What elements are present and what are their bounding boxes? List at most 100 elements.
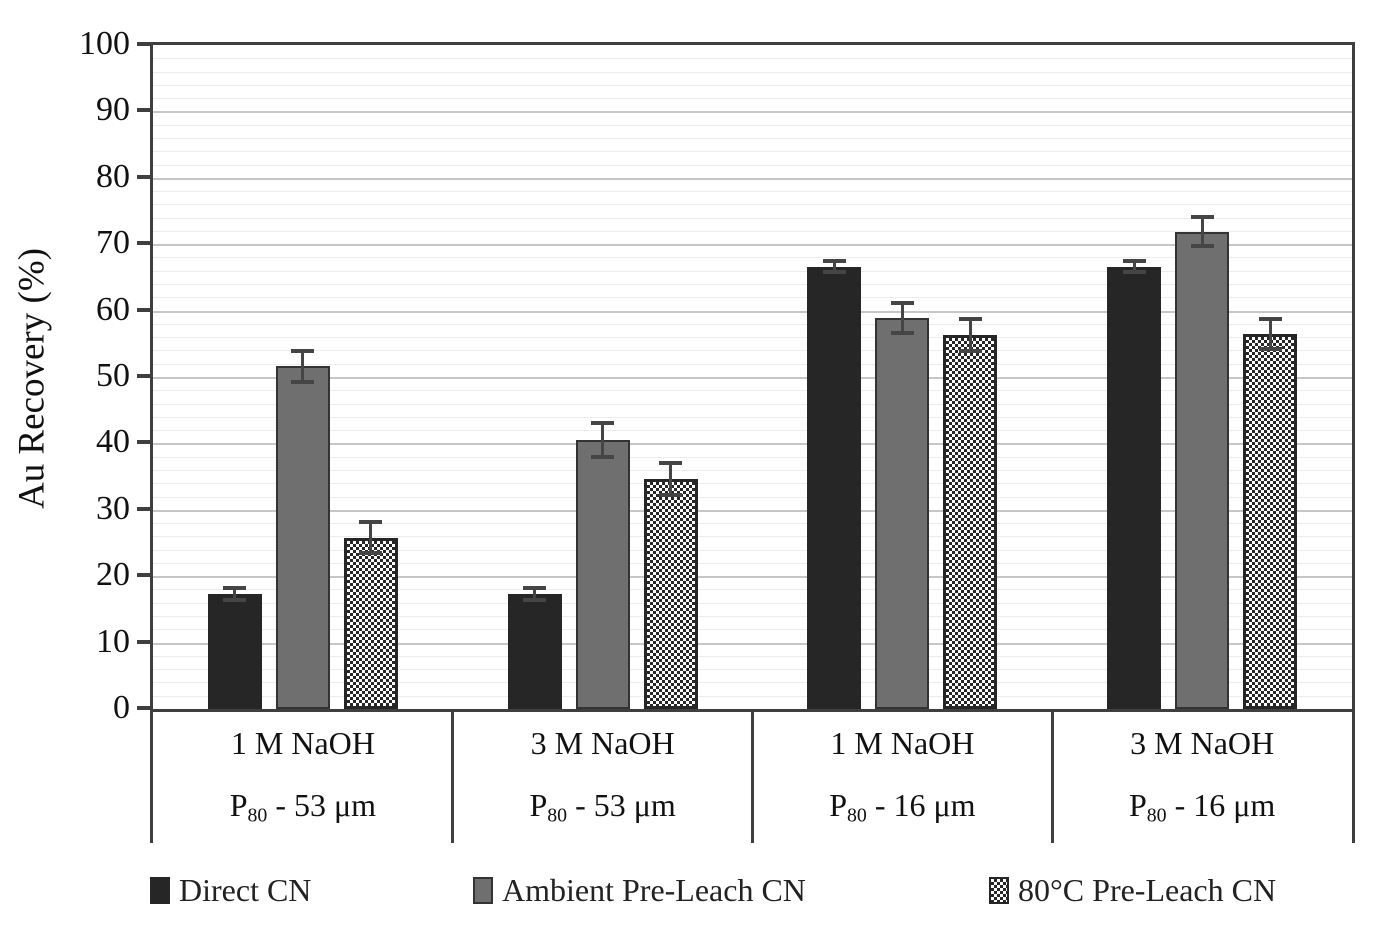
minor-gridline — [153, 496, 1352, 498]
error-bar-cap — [1122, 270, 1146, 275]
major-gridline — [153, 177, 1352, 180]
y-tick-label: 0 — [113, 689, 130, 726]
major-gridline — [153, 576, 1352, 579]
minor-gridline — [153, 549, 1352, 551]
minor-gridline — [153, 562, 1352, 564]
category-label-group1: 1 M NaOH P80 - 53 μm — [153, 709, 453, 843]
error-bar-cap — [223, 586, 247, 591]
y-tick-label: 20 — [96, 556, 130, 594]
y-tick-mark — [137, 706, 150, 710]
bar-solid-gray-group1 — [275, 366, 330, 709]
x-axis-category-band: 1 M NaOH P80 - 53 μm 3 M NaOH P80 - 53 μm 1 … — [150, 709, 1355, 843]
error-bar-whisker — [669, 463, 673, 496]
error-bar-whisker — [233, 588, 237, 601]
minor-gridline — [153, 456, 1352, 458]
minor-gridline — [153, 350, 1352, 352]
error-bar-whisker — [832, 261, 836, 273]
minor-gridline — [153, 58, 1352, 60]
minor-gridline — [153, 323, 1352, 325]
major-gridline — [153, 443, 1352, 446]
y-tick-mark — [137, 174, 150, 179]
major-gridline — [153, 244, 1352, 247]
error-bar-cap — [523, 598, 547, 603]
y-tick-label: 30 — [96, 489, 130, 527]
category-particle-size-label: P80 - 16 μm — [829, 787, 976, 827]
error-bar-cap — [591, 421, 615, 426]
minor-gridline — [153, 616, 1352, 618]
minor-gridline — [153, 655, 1352, 657]
error-bar-cap — [1258, 347, 1282, 352]
error-bar-cap — [291, 379, 315, 384]
minor-gridline — [153, 483, 1352, 485]
legend-item-direct-cn: Direct CN — [150, 872, 311, 909]
error-bar-whisker — [1132, 261, 1136, 273]
y-tick-label: 40 — [96, 423, 130, 461]
minor-gridline — [153, 682, 1352, 684]
minor-gridline — [153, 137, 1352, 139]
y-tick-mark — [137, 241, 150, 246]
error-bar-whisker — [968, 319, 972, 352]
bar-checker-group3 — [943, 335, 998, 709]
legend-item-ambient-pre-leach-cn: Ambient Pre-Leach CN — [473, 872, 806, 909]
bar-solid-dark-group2 — [507, 594, 562, 709]
legend-swatch-ambient-pre-leach-cn — [473, 877, 493, 904]
error-bar-cap — [591, 454, 615, 459]
error-bar-cap — [291, 349, 315, 354]
y-tick-label: 10 — [96, 622, 130, 660]
major-gridline — [153, 509, 1352, 512]
error-bar-whisker — [301, 351, 305, 382]
error-bar-cap — [958, 317, 982, 322]
minor-gridline — [153, 98, 1352, 100]
y-tick-label: 60 — [96, 290, 130, 328]
category-label-group4: 3 M NaOH P80 - 16 μm — [1052, 709, 1352, 843]
error-bar-whisker — [601, 423, 605, 457]
error-bar-whisker — [1200, 216, 1204, 247]
error-bar-whisker — [533, 588, 537, 601]
error-bar-cap — [659, 461, 683, 466]
error-bar-whisker — [900, 302, 904, 334]
minor-gridline — [153, 230, 1352, 232]
y-tick-label: 70 — [96, 224, 130, 262]
category-condition-label: 3 M NaOH — [1130, 725, 1275, 761]
minor-gridline — [153, 191, 1352, 193]
minor-gridline — [153, 602, 1352, 604]
error-bar-cap — [1122, 259, 1146, 264]
category-divider — [1050, 709, 1054, 843]
minor-gridline — [153, 257, 1352, 259]
y-tick-label: 90 — [96, 91, 130, 129]
category-particle-size-label: P80 - 53 μm — [529, 787, 676, 827]
error-bar-cap — [1258, 316, 1282, 321]
bar-checker-group4 — [1243, 333, 1298, 709]
minor-gridline — [153, 629, 1352, 631]
minor-gridline — [153, 337, 1352, 339]
legend-swatch-80c-pre-leach-cn — [989, 877, 1009, 904]
bar-solid-dark-group4 — [1107, 266, 1162, 709]
category-condition-label: 3 M NaOH — [530, 725, 675, 761]
minor-gridline — [153, 284, 1352, 286]
bar-solid-gray-group2 — [575, 440, 630, 709]
category-label-group3: 1 M NaOH P80 - 16 μm — [753, 709, 1053, 843]
bar-solid-dark-group1 — [207, 594, 262, 709]
legend-label-ambient-pre-leach-cn: Ambient Pre-Leach CN — [502, 872, 806, 908]
category-particle-size-label: P80 - 16 μm — [1128, 787, 1276, 827]
legend-label-direct-cn: Direct CN — [179, 872, 312, 908]
error-bar-cap — [1190, 214, 1214, 219]
legend-item-80c-pre-leach-cn: 80°C Pre-Leach CN — [989, 872, 1276, 909]
y-tick-mark — [137, 307, 150, 312]
y-tick-mark — [137, 573, 150, 578]
error-bar-cap — [359, 550, 383, 555]
category-particle-size-label: P80 - 53 μm — [229, 787, 377, 827]
category-label-group2: 3 M NaOH P80 - 53 μm — [453, 709, 753, 843]
error-bar-whisker — [369, 522, 373, 553]
y-tick-mark — [137, 639, 150, 644]
category-divider — [751, 709, 754, 843]
y-tick-label: 50 — [96, 357, 130, 394]
legend-label-80c-pre-leach-cn: 80°C Pre-Leach CN — [1018, 872, 1277, 908]
error-bar-cap — [890, 300, 914, 305]
y-tick-label: 100 — [79, 25, 130, 62]
minor-gridline — [153, 71, 1352, 73]
y-tick-label: 80 — [96, 157, 130, 195]
y-tick-mark — [137, 42, 150, 46]
major-gridline — [153, 377, 1352, 379]
minor-gridline — [153, 297, 1352, 299]
